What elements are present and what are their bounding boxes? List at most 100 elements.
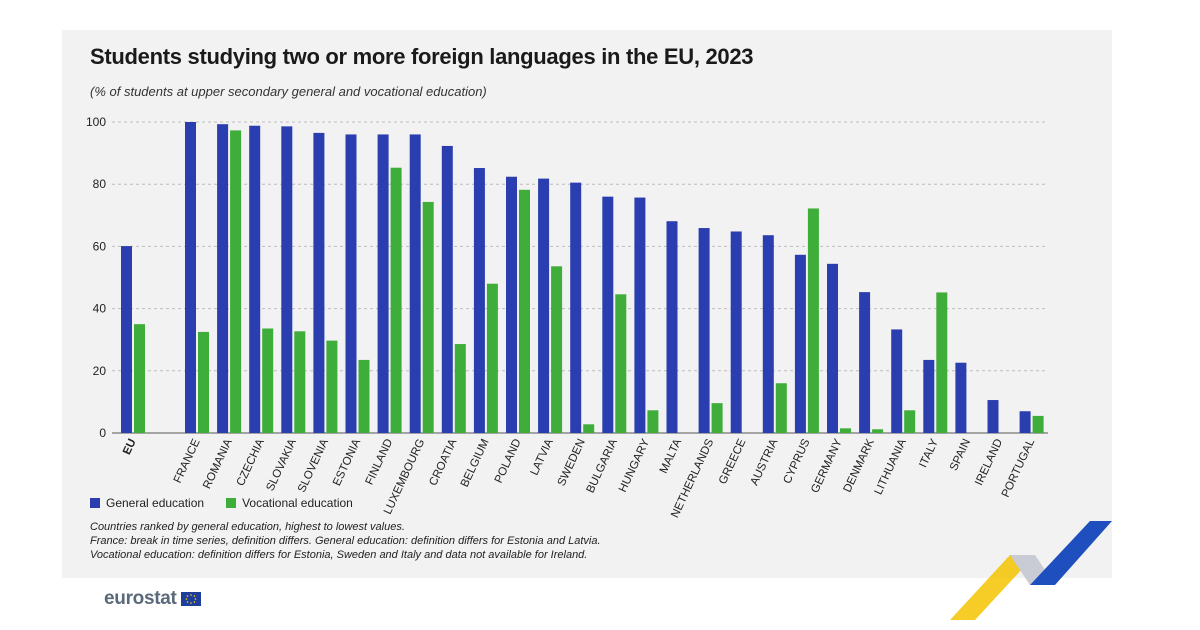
bar-general bbox=[730, 231, 742, 433]
x-tick-label: EU bbox=[121, 437, 139, 457]
chart-title: Students studying two or more foreign la… bbox=[90, 44, 754, 69]
y-tick-label: 0 bbox=[99, 426, 106, 440]
y-tick-label: 80 bbox=[93, 177, 107, 191]
bar-general bbox=[281, 126, 293, 433]
x-tick-label: AUSTRIA bbox=[749, 437, 781, 488]
bar-general bbox=[923, 359, 935, 433]
chart-notes: Countries ranked by general education, h… bbox=[90, 520, 601, 562]
bar-vocational bbox=[262, 328, 274, 433]
x-tick-label: GREECE bbox=[717, 437, 749, 486]
bar-vocational bbox=[775, 383, 787, 433]
bar-vocational bbox=[872, 429, 884, 433]
x-tick-label: IRELAND bbox=[973, 437, 1005, 487]
bar-vocational bbox=[486, 283, 498, 433]
legend-swatch-vocational bbox=[226, 498, 237, 508]
bar-vocational bbox=[326, 340, 338, 433]
legend-swatch-general bbox=[90, 498, 100, 508]
legend-label-vocational: Vocational education bbox=[242, 496, 353, 510]
bar-vocational bbox=[198, 331, 209, 433]
bar-vocational bbox=[807, 208, 819, 433]
legend: General education Vocational education bbox=[90, 496, 353, 510]
y-tick-label: 40 bbox=[93, 302, 107, 316]
x-tick-label: DENMARK bbox=[842, 437, 877, 494]
bar-vocational bbox=[422, 201, 434, 433]
bar-vocational bbox=[519, 189, 530, 433]
x-tick-label: SLOVENIA bbox=[296, 437, 331, 495]
bar-vocational bbox=[294, 331, 306, 433]
note-line: France: break in time series, definition… bbox=[90, 535, 601, 547]
bar-general bbox=[666, 221, 678, 433]
bar-general bbox=[891, 329, 903, 433]
decorative-ribbon bbox=[950, 521, 1112, 620]
eu-flag-icon bbox=[180, 592, 201, 606]
bar-vocational bbox=[615, 294, 627, 433]
chart-subtitle: (% of students at upper secondary genera… bbox=[90, 84, 487, 99]
note-line: Vocational education: definition differs… bbox=[90, 549, 588, 561]
x-tick-label: SLOVAKIA bbox=[264, 437, 299, 493]
bar-vocational bbox=[1032, 415, 1044, 433]
bar-vocational bbox=[840, 428, 851, 433]
x-tick-label: BULGARIA bbox=[585, 437, 621, 495]
bars bbox=[121, 122, 1044, 434]
bar-vocational bbox=[358, 359, 370, 433]
y-axis-ticks: 0 20 40 60 80 100 bbox=[86, 115, 106, 440]
bar-general bbox=[762, 235, 774, 433]
x-tick-label: LITHUANIA bbox=[873, 437, 909, 497]
y-tick-label: 60 bbox=[93, 239, 107, 253]
x-tick-label: SPAIN bbox=[948, 437, 973, 473]
bar-vocational bbox=[551, 266, 563, 433]
legend-item-vocational: Vocational education bbox=[226, 496, 353, 510]
x-tick-label: PORTUGAL bbox=[1000, 437, 1038, 500]
x-tick-label: CZECHIA bbox=[235, 437, 267, 488]
x-tick-label: SWEDEN bbox=[556, 437, 588, 488]
bar-general bbox=[859, 292, 871, 433]
bar-general bbox=[1019, 411, 1031, 433]
bar-vocational bbox=[936, 292, 948, 433]
bar-general bbox=[249, 125, 261, 434]
bar-general bbox=[538, 178, 550, 433]
bar-vocational bbox=[230, 130, 242, 433]
bar-general bbox=[827, 263, 838, 433]
bar-general bbox=[794, 254, 806, 433]
eurostat-logo: eurostat bbox=[104, 588, 201, 610]
bar-general bbox=[409, 134, 421, 433]
x-tick-label: ROMANIA bbox=[201, 437, 235, 491]
legend-item-general: General education bbox=[90, 496, 204, 510]
y-tick-label: 20 bbox=[93, 364, 107, 378]
legend-label-general: General education bbox=[106, 496, 205, 510]
bar-general bbox=[377, 134, 389, 433]
x-tick-label: FRANCE bbox=[172, 437, 203, 485]
bar-general bbox=[634, 197, 646, 433]
bar-general bbox=[987, 400, 999, 433]
bar-general bbox=[313, 132, 325, 433]
bar-general bbox=[121, 246, 132, 433]
bar-vocational bbox=[647, 410, 659, 433]
bar-general bbox=[570, 182, 582, 433]
x-tick-label: GERMANY bbox=[809, 437, 845, 495]
bar-general bbox=[955, 362, 967, 433]
bar-general bbox=[345, 134, 357, 433]
x-tick-label: ITALY bbox=[917, 437, 941, 470]
x-tick-label: HUNGARY bbox=[617, 437, 652, 494]
bar-vocational bbox=[904, 410, 916, 433]
bar-general bbox=[185, 122, 196, 433]
bar-vocational bbox=[454, 344, 466, 433]
bar-general bbox=[602, 196, 614, 433]
note-line: Countries ranked by general education, h… bbox=[90, 521, 405, 533]
x-tick-label: LATVIA bbox=[529, 437, 556, 478]
bar-general bbox=[506, 176, 517, 433]
x-tick-label: ESTONIA bbox=[331, 437, 363, 488]
bar-general bbox=[473, 168, 485, 433]
x-tick-label: CYPRUS bbox=[781, 437, 812, 486]
x-tick-label: MALTA bbox=[658, 437, 684, 476]
bar-general bbox=[217, 124, 229, 433]
logo-text: eurostat bbox=[104, 588, 177, 609]
bar-general bbox=[441, 145, 453, 433]
bar-vocational bbox=[134, 324, 145, 433]
x-tick-label: FINLAND bbox=[364, 437, 396, 487]
x-tick-label: POLAND bbox=[493, 437, 524, 485]
bar-vocational bbox=[583, 424, 595, 433]
y-tick-label: 100 bbox=[86, 115, 106, 129]
x-tick-label: BELGIUM bbox=[459, 437, 492, 489]
